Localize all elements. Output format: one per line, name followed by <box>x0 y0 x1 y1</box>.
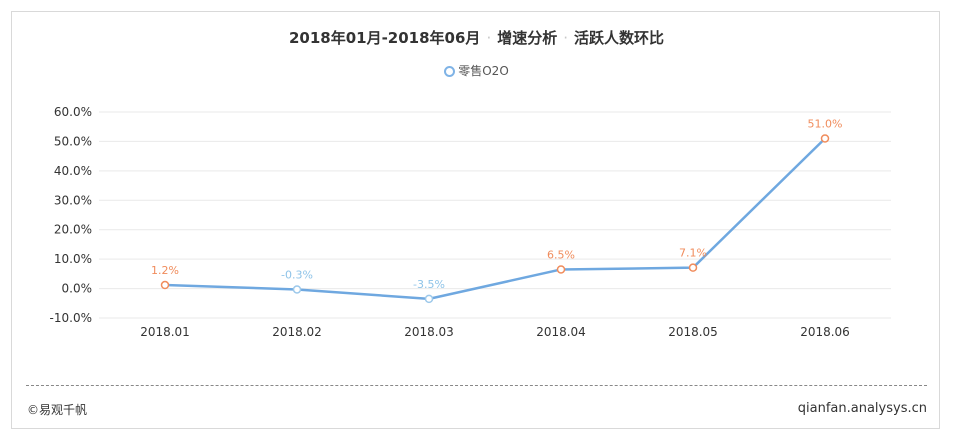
chart-card: 2018年01月-2018年06月 · 增速分析 · 活跃人数环比 零售O2O 60.0… <box>11 11 940 429</box>
series-line <box>164 137 826 301</box>
data-label: 6.5% <box>547 248 575 261</box>
data-point <box>160 280 170 290</box>
chart-legend[interactable]: 零售O2O <box>12 62 941 79</box>
data-label: -3.5% <box>413 278 445 291</box>
legend-label: 零售O2O <box>458 64 509 78</box>
x-tick-label: 2018.01 <box>140 325 190 339</box>
chart-title: 2018年01月-2018年06月 · 增速分析 · 活跃人数环比 <box>12 27 941 48</box>
title-separator: · <box>563 29 569 47</box>
title-date-range: 2018年01月-2018年06月 <box>288 29 481 47</box>
legend-circle-icon <box>444 66 456 77</box>
y-tick-label: 40.0% <box>54 164 92 178</box>
data-label: 51.0% <box>808 117 843 130</box>
data-label: 7.1% <box>679 247 707 260</box>
title-separator: · <box>486 29 492 47</box>
title-analysis: 增速分析 <box>497 29 558 47</box>
x-tick-label: 2018.02 <box>272 325 322 339</box>
y-tick-label: 20.0% <box>54 223 92 237</box>
y-tick-label: 0.0% <box>62 282 93 296</box>
title-metric: 活跃人数环比 <box>574 29 665 47</box>
x-tick-label: 2018.04 <box>536 325 586 339</box>
y-tick-label: 30.0% <box>54 193 92 207</box>
x-tick-label: 2018.03 <box>404 325 454 339</box>
data-point <box>556 265 566 274</box>
data-point <box>688 263 698 272</box>
data-point <box>820 134 830 143</box>
line-chart: 60.0% 50.0% 40.0% 30.0% 20.0% 10.0% 0.0% -10.0%… <box>50 105 891 339</box>
y-tick-label: 60.0% <box>54 105 92 119</box>
footer-divider <box>26 385 927 386</box>
site-link[interactable]: qianfan.analysys.cn <box>797 401 927 416</box>
data-label: -0.3% <box>281 268 313 281</box>
y-tick-label: 50.0% <box>54 134 92 148</box>
x-tick-label: 2018.06 <box>800 325 850 339</box>
y-tick-label: 10.0% <box>54 252 92 266</box>
source-label: ©易观千帆 <box>27 403 88 417</box>
data-point <box>292 285 302 294</box>
y-tick-label: -10.0% <box>50 311 92 325</box>
data-point <box>424 294 434 304</box>
x-tick-label: 2018.05 <box>668 325 718 339</box>
data-label: 1.2% <box>151 264 179 277</box>
